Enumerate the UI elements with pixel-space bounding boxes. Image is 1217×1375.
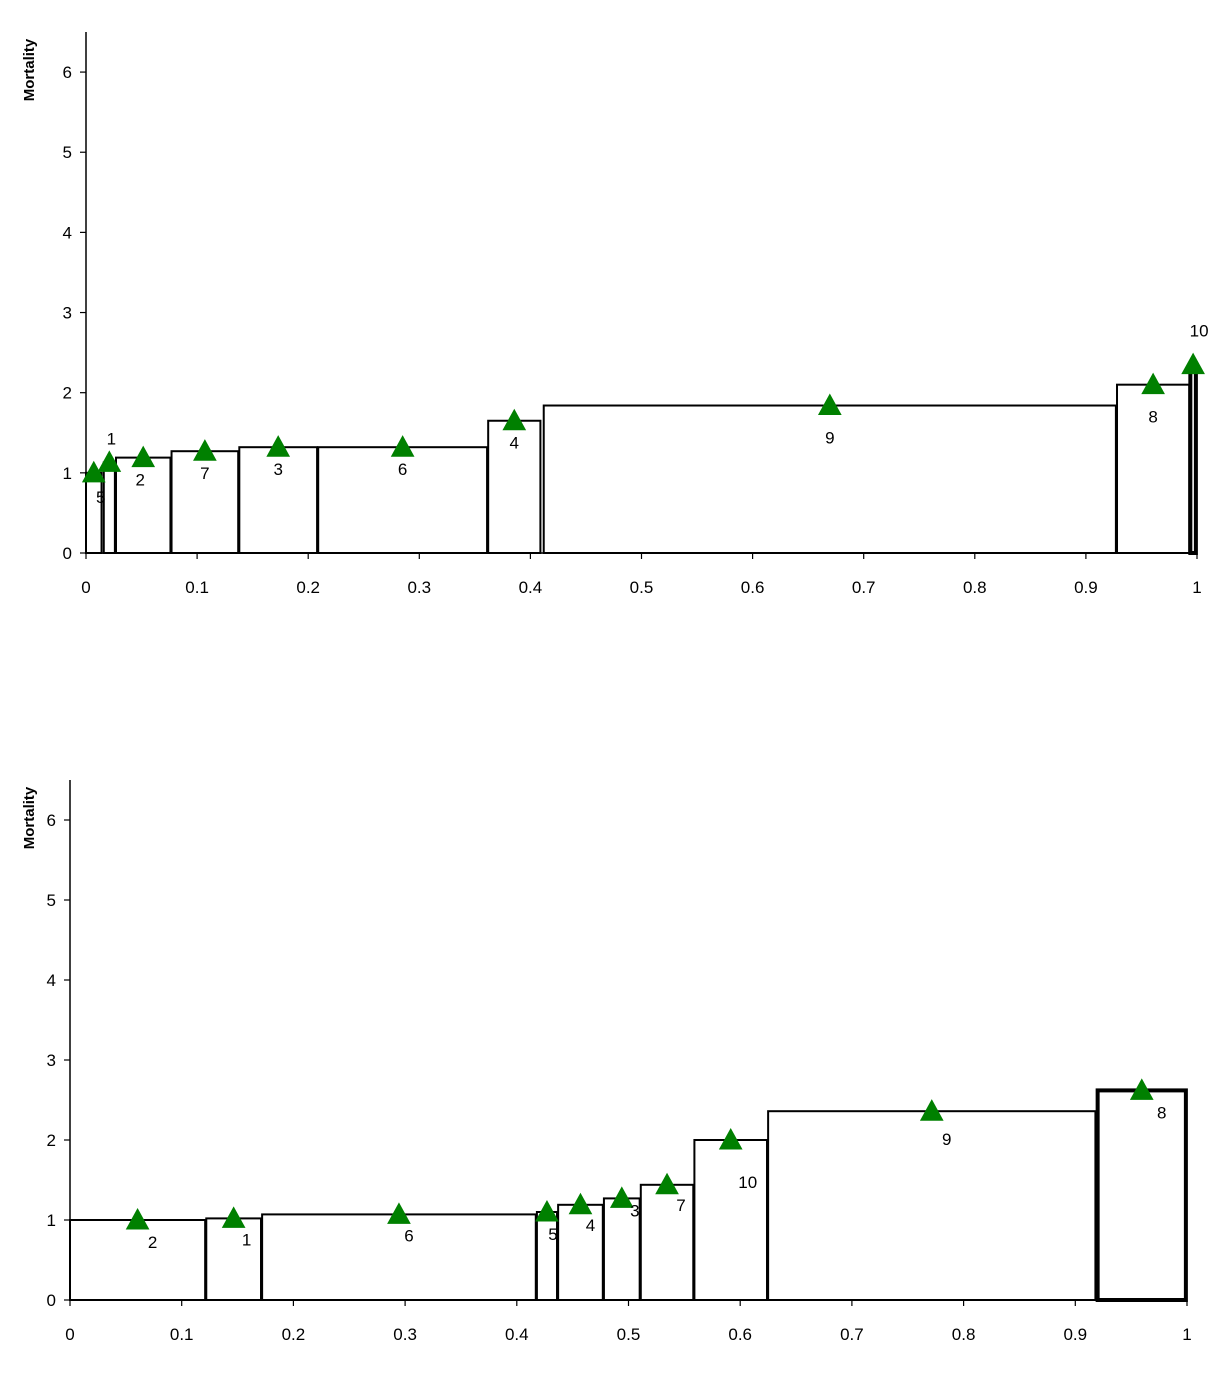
marker-8 xyxy=(1129,1078,1154,1100)
y-tick-label: 5 xyxy=(63,143,72,162)
bar-label-1: 1 xyxy=(107,429,116,448)
marker-2 xyxy=(131,445,156,468)
bar-label-10: 10 xyxy=(1190,322,1209,341)
y-tick-label: 3 xyxy=(63,304,72,323)
bar-label-3: 3 xyxy=(630,1201,639,1220)
marker-1 xyxy=(97,450,122,472)
bar-label-8: 8 xyxy=(1157,1103,1166,1122)
y-tick-label: 1 xyxy=(63,464,72,483)
x-tick-label: 0.4 xyxy=(519,578,543,597)
x-tick-label: 0 xyxy=(65,1325,74,1344)
bar-label-10: 10 xyxy=(738,1173,757,1192)
marker-9 xyxy=(817,393,842,416)
bar-label-8: 8 xyxy=(1148,408,1157,427)
marker-2 xyxy=(125,1207,150,1230)
x-tick-label: 0 xyxy=(81,578,90,597)
bar-3 xyxy=(238,446,319,555)
x-tick-label: 0.1 xyxy=(185,578,209,597)
bar-label-2: 2 xyxy=(135,471,144,490)
marker-4 xyxy=(502,408,527,431)
y-tick-label: 3 xyxy=(47,1051,56,1070)
x-tick-label: 0.8 xyxy=(952,1325,976,1344)
bar-label-4: 4 xyxy=(510,434,519,453)
x-tick-label: 0.2 xyxy=(296,578,320,597)
y-tick-label: 1 xyxy=(47,1211,56,1230)
x-tick-label: 0.3 xyxy=(407,578,431,597)
x-tick-label: 0.8 xyxy=(963,578,987,597)
bar-4 xyxy=(557,1203,604,1301)
chart-top: Mortality 0 1 2 3 4 5 6 0 0.1 0.2 0.3 0.4 0.5 0.6 0.7 0.… xyxy=(0,0,1217,640)
y-tick-label: 4 xyxy=(63,223,72,242)
bar-1 xyxy=(205,1217,263,1301)
y-axis-label: Mortality xyxy=(21,38,38,101)
bar-6 xyxy=(261,1213,537,1301)
x-tick-label: 0.9 xyxy=(1063,1325,1087,1344)
marker-4 xyxy=(568,1192,593,1215)
bar-8 xyxy=(1095,1088,1188,1302)
x-tick-label: 0.1 xyxy=(170,1325,194,1344)
x-tick-label: 0.6 xyxy=(728,1325,752,1344)
y-tick-label: 5 xyxy=(47,891,56,910)
chart-svg: Mortality 0 1 2 3 4 5 6 0 0.1 0.2 0.3 0.4 0.5 0.6 0.7 0.… xyxy=(21,780,1192,1344)
bar-label-1: 1 xyxy=(242,1230,251,1249)
bar-9 xyxy=(767,1110,1097,1302)
bar-label-5: 5 xyxy=(548,1225,557,1244)
marker-8 xyxy=(1141,372,1165,395)
bar-label-6: 6 xyxy=(398,460,407,479)
bar-10 xyxy=(693,1139,769,1301)
x-tick-label: 0.3 xyxy=(393,1325,417,1344)
bar-6 xyxy=(317,446,489,555)
x-tick-label: 0.5 xyxy=(630,578,654,597)
y-tick-label: 6 xyxy=(47,811,56,830)
bar-2 xyxy=(69,1219,207,1301)
marker-6 xyxy=(390,435,415,457)
marker-3 xyxy=(609,1186,634,1208)
marker-10 xyxy=(718,1127,743,1150)
x-tick-label: 0.4 xyxy=(505,1325,529,1344)
bar-label-9: 9 xyxy=(942,1130,951,1149)
bar-label-4: 4 xyxy=(586,1216,595,1235)
y-tick-label: 4 xyxy=(47,971,56,990)
x-tick-label: 0.7 xyxy=(840,1325,864,1344)
bar-label-9: 9 xyxy=(825,429,834,448)
bar-9 xyxy=(542,404,1117,555)
y-tick-label: 2 xyxy=(47,1131,56,1150)
x-tick-label: 0.9 xyxy=(1074,578,1098,597)
marker-9 xyxy=(919,1099,944,1121)
bar-label-7: 7 xyxy=(676,1196,685,1215)
bar-label-7: 7 xyxy=(200,464,209,483)
x-tick-label: 1 xyxy=(1182,1325,1191,1344)
x-tick-label: 0.2 xyxy=(282,1325,306,1344)
bar-4 xyxy=(487,419,542,554)
bar-label-5: 5 xyxy=(96,488,105,507)
bar-label-2: 2 xyxy=(148,1233,157,1252)
chart-svg: Mortality 0 1 2 3 4 5 6 0 0.1 0.2 0.3 0.4 0.5 0.6 0.7 0.… xyxy=(21,32,1209,597)
bar-5 xyxy=(85,471,103,555)
bar-7 xyxy=(170,450,240,555)
x-tick-label: 0.5 xyxy=(617,1325,641,1344)
marker-7 xyxy=(655,1172,679,1195)
y-tick-label: 0 xyxy=(47,1291,56,1310)
marker-10 xyxy=(1181,352,1205,375)
marker-5 xyxy=(535,1199,559,1222)
marker-1 xyxy=(221,1206,246,1228)
bar-2 xyxy=(114,456,172,554)
chart-bottom: Mortality 0 1 2 3 4 5 6 0 0.1 0.2 0.3 0.4 0.5 0.6 0.7 0.… xyxy=(0,730,1217,1370)
y-tick-label: 6 xyxy=(63,63,72,82)
bar-7 xyxy=(639,1183,695,1301)
bar-label-3: 3 xyxy=(273,460,282,479)
bar-label-6: 6 xyxy=(404,1226,413,1245)
marker-7 xyxy=(193,439,217,461)
bar-10 xyxy=(1188,362,1198,555)
x-tick-label: 0.6 xyxy=(741,578,765,597)
bar-3 xyxy=(602,1197,641,1301)
x-tick-label: 0.7 xyxy=(852,578,876,597)
y-tick-label: 2 xyxy=(63,384,72,403)
bar-1 xyxy=(102,461,116,554)
y-axis-label: Mortality xyxy=(21,786,38,849)
marker-3 xyxy=(266,435,291,457)
x-tick-label: 1 xyxy=(1192,578,1201,597)
y-tick-label: 0 xyxy=(63,544,72,563)
marker-6 xyxy=(387,1202,411,1224)
